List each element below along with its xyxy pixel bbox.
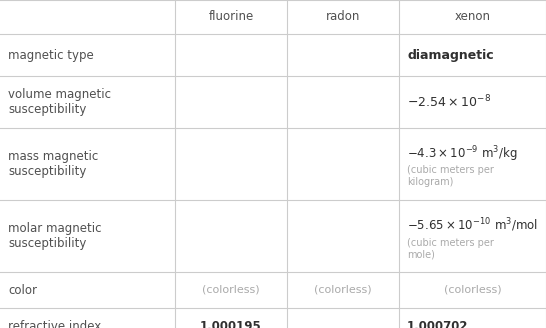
Text: refractive index: refractive index [8,319,101,328]
Text: 1.000702: 1.000702 [407,319,468,328]
Text: (cubic meters per
mole): (cubic meters per mole) [407,238,494,260]
Text: $-4.3\times10^{-9}\ \mathrm{m^3/kg}$: $-4.3\times10^{-9}\ \mathrm{m^3/kg}$ [407,144,518,164]
Text: 1.000195: 1.000195 [200,319,262,328]
Text: color: color [8,283,37,297]
Text: diamagnetic: diamagnetic [407,49,494,62]
Text: xenon: xenon [454,10,490,24]
Text: fluorine: fluorine [209,10,254,24]
Text: $-2.54\times10^{-8}$: $-2.54\times10^{-8}$ [407,94,491,110]
Text: volume magnetic
susceptibility: volume magnetic susceptibility [8,88,111,116]
Text: $-5.65\times10^{-10}\ \mathrm{m^3/mol}$: $-5.65\times10^{-10}\ \mathrm{m^3/mol}$ [407,216,538,234]
Text: (colorless): (colorless) [202,285,260,295]
Text: (colorless): (colorless) [444,285,501,295]
Text: (cubic meters per
kilogram): (cubic meters per kilogram) [407,165,494,187]
Text: (colorless): (colorless) [314,285,372,295]
Text: molar magnetic
susceptibility: molar magnetic susceptibility [8,222,102,250]
Text: radon: radon [326,10,360,24]
Text: magnetic type: magnetic type [8,49,94,62]
Text: mass magnetic
susceptibility: mass magnetic susceptibility [8,150,98,178]
